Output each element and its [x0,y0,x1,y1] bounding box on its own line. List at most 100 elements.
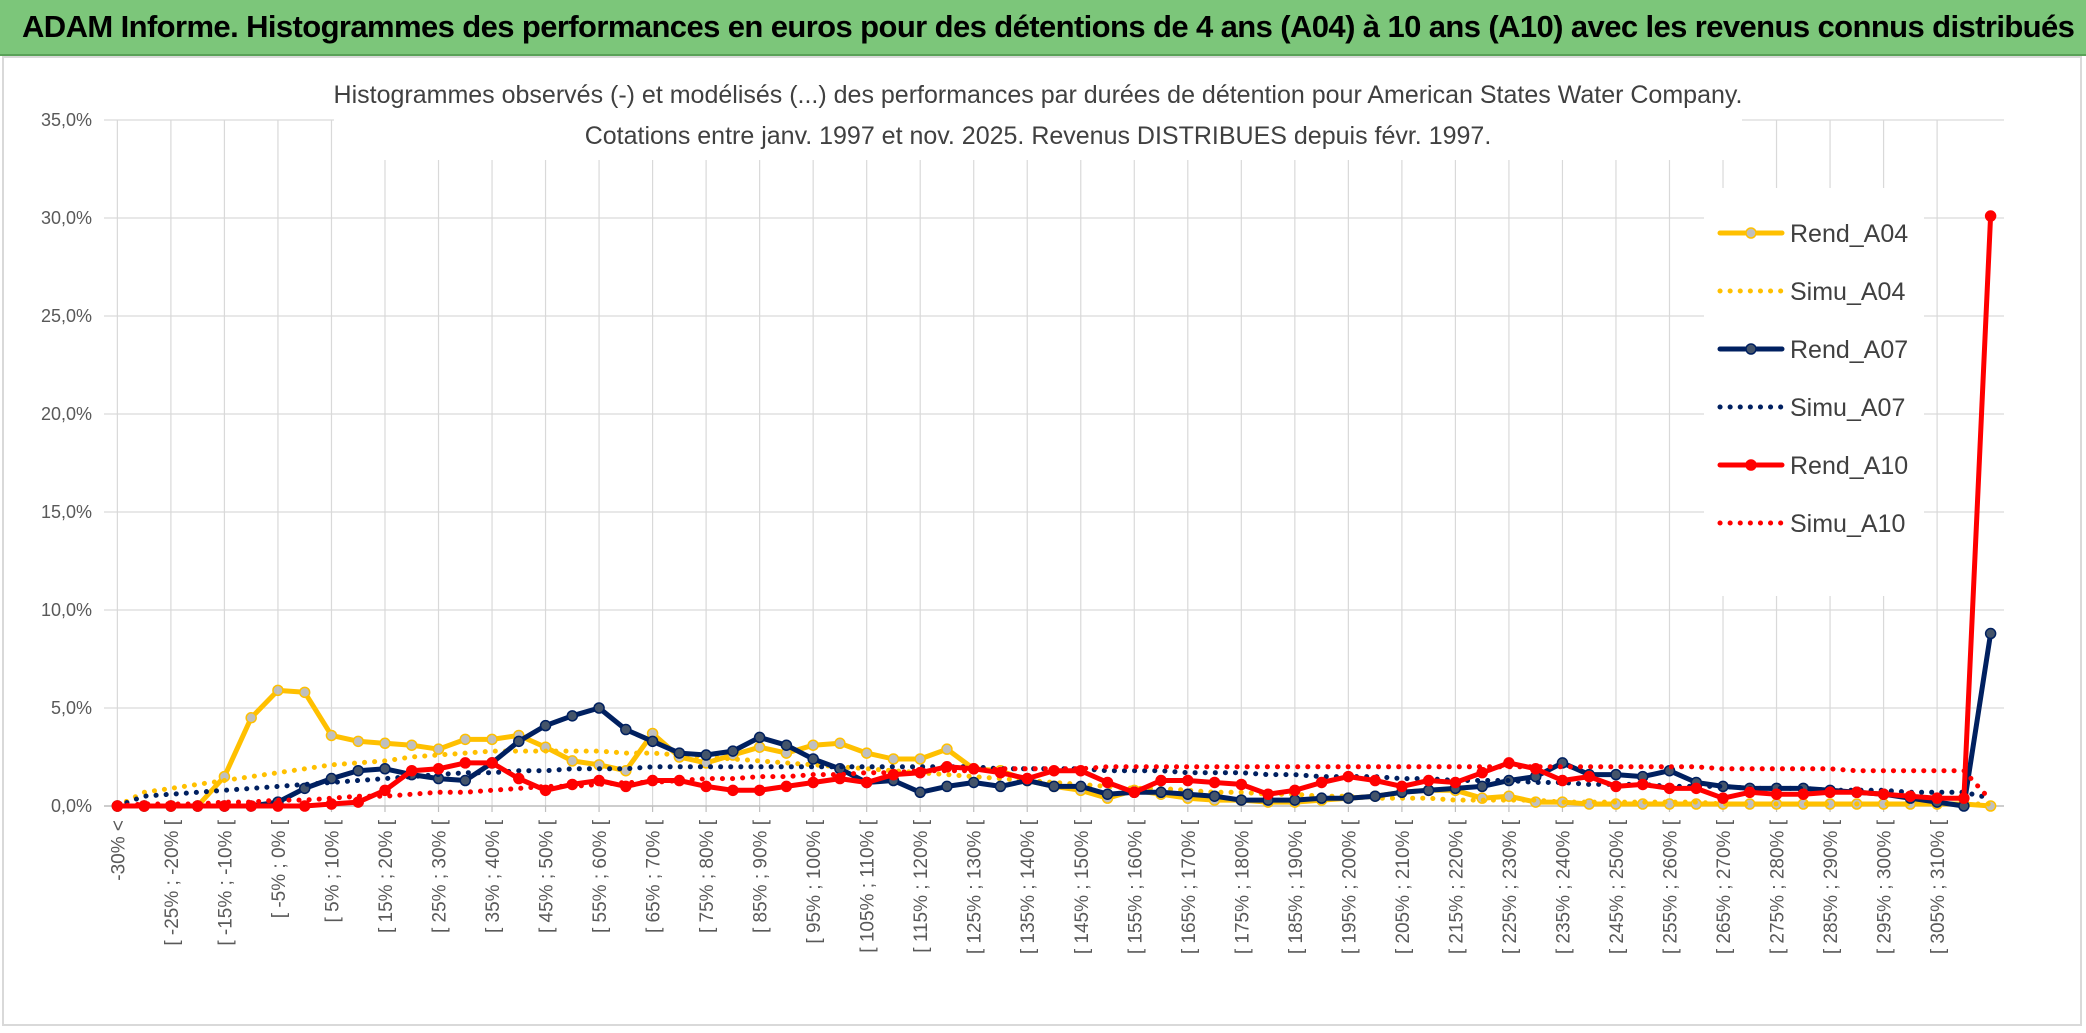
data-point-rend-a07 [539,719,552,732]
x-tick-label: [ 285% ; 290% [ [1821,819,1842,954]
data-point-rend-a07 [1610,768,1622,781]
data-point-rend-a10 [1958,792,1970,804]
x-tick-label: [ 55% ; 60% [ [590,819,611,933]
data-point-rend-a10 [1770,788,1783,800]
data-point-rend-a07 [1155,786,1167,799]
data-point-rend-a07 [1101,788,1114,800]
chart-title: Histogrammes observés (-) et modélisés (… [334,58,1742,160]
data-point-rend-a07 [1235,794,1248,806]
data-point-rend-a10 [1235,778,1248,791]
title-background [334,58,1742,160]
series-line-simu-a10 [114,764,1994,809]
data-point-rend-a07 [727,745,739,757]
legend-marker-rend-a07 [1745,343,1757,355]
data-point-rend-a04 [245,712,257,724]
data-point-rend-a10 [1101,776,1114,789]
data-point-rend-a07 [593,702,605,714]
x-tick-label: [ 175% ; 180% [ [1232,819,1253,954]
y-tick-label: 20,0% [41,404,92,424]
data-point-rend-a10 [1476,766,1488,779]
data-point-rend-a10 [1663,782,1676,795]
data-point-rend-a04 [459,733,472,746]
data-point-rend-a10 [379,784,391,797]
x-tick-label: [ 75% ; 80% [ [697,819,718,933]
data-point-rend-a10 [1690,782,1703,795]
data-point-rend-a10 [1315,776,1328,789]
y-tick-label: 0,0% [51,796,92,816]
data-point-rend-a04 [753,741,766,753]
data-point-rend-a10 [298,800,311,812]
data-point-rend-a07 [700,749,712,761]
data-point-rend-a04 [566,755,579,767]
data-point-rend-a07 [753,731,766,744]
x-tick-label: [ 195% ; 200% [ [1339,819,1360,954]
x-tick-label: [ 145% ; 150% [ [1072,819,1093,954]
x-tick-label: [ 305% ; 310% [ [1928,819,1949,954]
x-tick-label: [ 245% ; 250% [ [1607,819,1628,954]
x-tick-label: [ 255% ; 260% [ [1660,819,1681,954]
data-point-rend-a10 [1984,210,1997,222]
data-point-rend-a04 [352,735,364,748]
x-tick-label: [ -15% ; -10% [ [215,819,236,945]
x-tick-label: [ 295% ; 300% [ [1875,819,1896,954]
x-tick-label: [ 265% ; 270% [ [1714,819,1735,954]
data-point-rend-a10 [1610,780,1622,793]
data-point-rend-a04 [379,737,391,750]
data-point-rend-a10 [459,757,472,769]
data-point-rend-a10 [1851,786,1863,799]
gridlines [104,119,2004,807]
data-point-rend-a10 [486,757,498,769]
data-point-rend-a10 [807,776,819,789]
report-title: ADAM Informe. Histogrammes des performan… [22,9,2075,44]
data-point-rend-a10 [727,784,739,797]
data-point-rend-a07 [967,776,980,789]
data-point-rend-a10 [1583,770,1595,783]
data-point-rend-a10 [1155,774,1167,787]
data-point-rend-a07 [646,735,659,748]
data-point-rend-a04 [860,747,873,759]
legend-label-rend-a07: Rend_A07 [1790,336,1908,364]
legend-label-simu-a04: Simu_A04 [1790,278,1905,306]
data-point-rend-a07 [1075,780,1087,793]
x-tick-label: [ 125% ; 130% [ [965,819,986,954]
x-tick-label: [ 215% ; 220% [ [1446,819,1467,954]
data-point-rend-a07 [1984,627,1997,640]
x-tick-label: [ 205% ; 210% [ [1393,819,1414,954]
data-point-rend-a10 [1556,774,1569,787]
data-point-rend-a10 [1449,776,1462,789]
x-tick-label: [ 65% ; 70% [ [644,819,665,933]
series-lines [111,210,1997,812]
x-tick-label: [ -5% ; 0% [ [269,819,290,918]
data-point-rend-a07 [620,723,632,736]
x-tick-label: [ 5% ; 10% [ [322,819,343,922]
y-tick-label: 35,0% [41,110,92,130]
x-tick-label: [ 45% ; 50% [ [537,819,558,933]
legend-label-rend-a04: Rend_A04 [1790,220,1908,248]
axes: 0,0% 5,0% 10,0% 15,0% 20,0% 25,0% 30,0% 35,0% -3… [41,110,2004,954]
data-point-rend-a10 [780,780,793,793]
data-point-rend-a10 [272,800,284,812]
x-tick-label: [ 105% ; 110% [ [858,819,879,952]
x-tick-label: [ 135% ; 140% [ [1018,819,1039,954]
x-tick-label: [ 95% ; 100% [ [804,819,825,943]
data-point-rend-a07 [914,786,926,799]
data-point-rend-a07 [807,753,819,765]
y-tick-label: 15,0% [41,502,92,522]
data-point-rend-a04 [887,753,900,765]
legend-background [1704,188,1924,596]
data-point-rend-a07 [1208,790,1221,802]
data-point-rend-a07 [1342,792,1355,804]
data-point-rend-a10 [513,772,525,785]
data-point-rend-a07 [352,764,364,777]
x-tick-label: [ 35% ; 40% [ [483,819,504,933]
y-tick-label: 5,0% [51,698,92,718]
data-point-rend-a10 [1262,788,1274,800]
histogram-chart: 0,0% 5,0% 10,0% 15,0% 20,0% 25,0% 30,0% 35,0% -3… [41,58,2004,954]
data-point-rend-a10 [432,763,445,775]
data-point-rend-a10 [1877,788,1890,800]
data-point-rend-a10 [1182,774,1194,787]
data-point-rend-a07 [566,710,579,722]
data-point-rend-a07 [459,774,472,787]
data-point-rend-a10 [1931,792,1943,804]
data-point-rend-a10 [1797,788,1810,800]
